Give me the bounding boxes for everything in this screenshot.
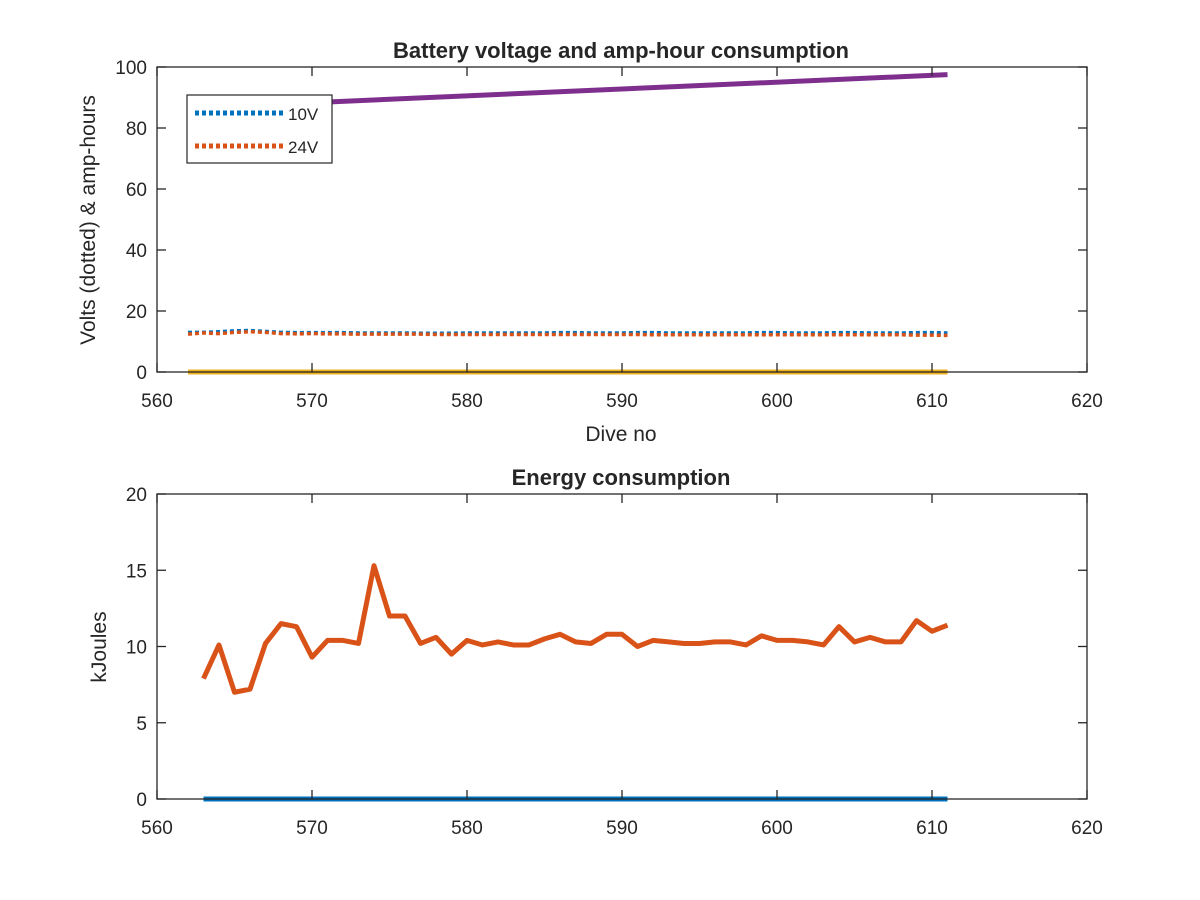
x-tick-label: 570: [296, 391, 328, 412]
x-tick-label: 560: [141, 818, 173, 839]
x-axis-label: Dive no: [585, 423, 656, 446]
legend: 10V 24V: [186, 94, 333, 164]
energy-consumption-panel: Energy consumption 560 570 580 590 600 610 620…: [88, 465, 1103, 839]
y-tick-label: 20: [126, 485, 147, 506]
y-tick-label: 60: [126, 180, 147, 201]
y-tick-label: 0: [136, 363, 147, 384]
y-tick-label: 5: [136, 714, 147, 735]
y-tick-label: 20: [126, 302, 147, 323]
y-axis-label: Volts (dotted) & amp-hours: [77, 95, 100, 345]
chart-title: Battery voltage and amp-hour consumption: [393, 38, 849, 63]
x-tick-label: 590: [606, 391, 638, 412]
chart-title: Energy consumption: [512, 465, 731, 490]
legend-label-24v: 24V: [288, 138, 319, 157]
x-tick-label: 560: [141, 391, 173, 412]
y-tick-label: 0: [136, 790, 147, 811]
x-tick-label: 610: [916, 391, 948, 412]
y-axis-label: kJoules: [88, 611, 111, 682]
x-tick-label: 610: [916, 818, 948, 839]
battery-voltage-panel: Battery voltage and amp-hour consumption…: [77, 38, 1103, 446]
x-tick-label: 570: [296, 818, 328, 839]
y-tick-label: 15: [126, 561, 147, 582]
x-tick-label: 590: [606, 818, 638, 839]
legend-label-10v: 10V: [288, 105, 319, 124]
x-tick-label: 600: [761, 391, 793, 412]
y-tick-label: 100: [115, 58, 147, 79]
x-tick-label: 600: [761, 818, 793, 839]
x-tick-label: 620: [1071, 391, 1103, 412]
y-tick-label: 80: [126, 119, 147, 140]
x-tick-label: 580: [451, 391, 483, 412]
x-tick-label: 620: [1071, 818, 1103, 839]
series-line-orange: [201, 563, 949, 695]
y-tick-label: 40: [126, 241, 147, 262]
series-layer: [201, 563, 949, 802]
ticks-layer: 560 570 580 590 600 610 620 0 5 10 15 20: [126, 485, 1103, 839]
legend-box: [186, 94, 333, 164]
ticks-layer: 560 570 580 590 600 610 620 0 20 40 60 80 100: [115, 58, 1103, 412]
x-tick-label: 580: [451, 818, 483, 839]
axes-box: [156, 493, 1088, 800]
plot-area: 560 570 580 590 600 610 620 0 5 10 15 20: [126, 485, 1103, 839]
y-tick-label: 10: [126, 638, 147, 659]
series-line-24v: [187, 329, 948, 338]
